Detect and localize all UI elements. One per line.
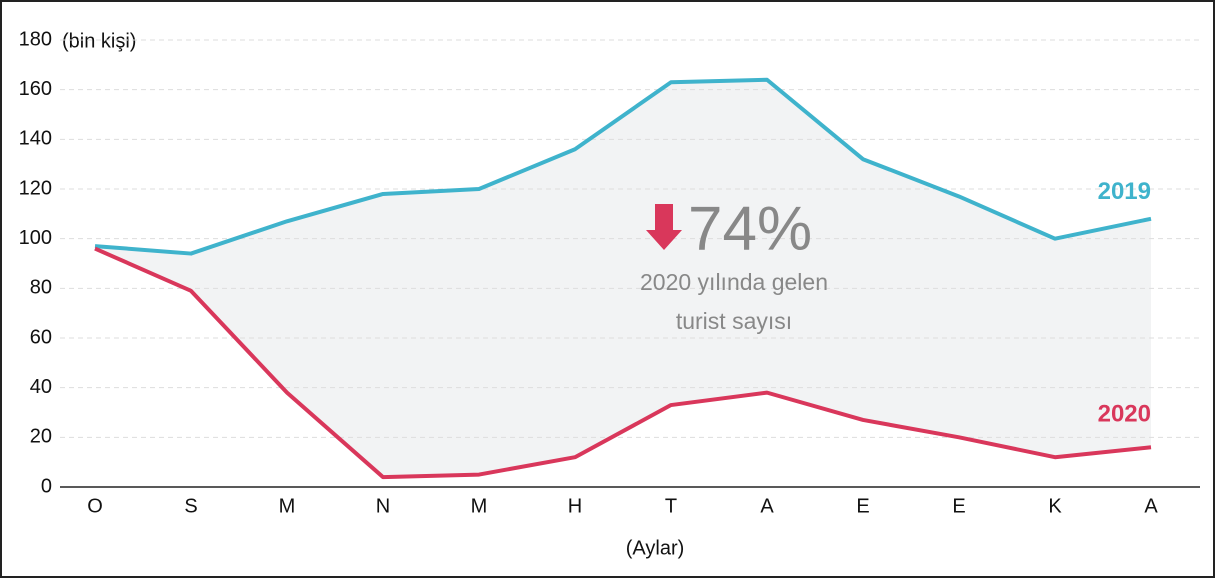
series-label: 2020 [1098,401,1151,428]
y-tick-label: 120 [19,177,52,199]
x-tick-label: H [568,495,582,517]
x-tick-label: A [760,495,774,517]
y-tick-label: 20 [30,426,52,448]
y-tick-label: 80 [30,277,52,299]
x-tick-label: N [376,495,390,517]
x-tick-label: T [665,495,677,517]
y-tick-label: 40 [30,376,52,398]
y-tick-label: 100 [19,227,52,249]
x-tick-label: O [87,495,103,517]
x-tick-label: M [279,495,296,517]
x-axis-label: (Aylar) [626,537,685,559]
series-label: 2019 [1098,178,1151,205]
annotation-text: turist sayısı [676,308,792,334]
x-tick-label: M [471,495,488,517]
x-tick-label: A [1144,495,1158,517]
annotation-value: 74% [688,194,812,263]
gap-area [95,79,1151,478]
x-tick-label: S [184,495,197,517]
y-tick-label: 160 [19,78,52,100]
annotation-text: 2020 yılında gelen [640,269,828,295]
y-tick-label: 60 [30,326,52,348]
y-axis-label: (bin kişi) [62,30,136,52]
x-tick-label: K [1048,495,1062,517]
y-tick-label: 140 [19,128,52,150]
y-tick-label: 180 [19,28,52,50]
y-tick-label: 0 [41,475,52,497]
x-tick-label: E [952,495,965,517]
x-tick-label: E [856,495,869,517]
down-arrow [646,204,682,250]
line [94,246,1152,480]
line [94,77,1152,256]
